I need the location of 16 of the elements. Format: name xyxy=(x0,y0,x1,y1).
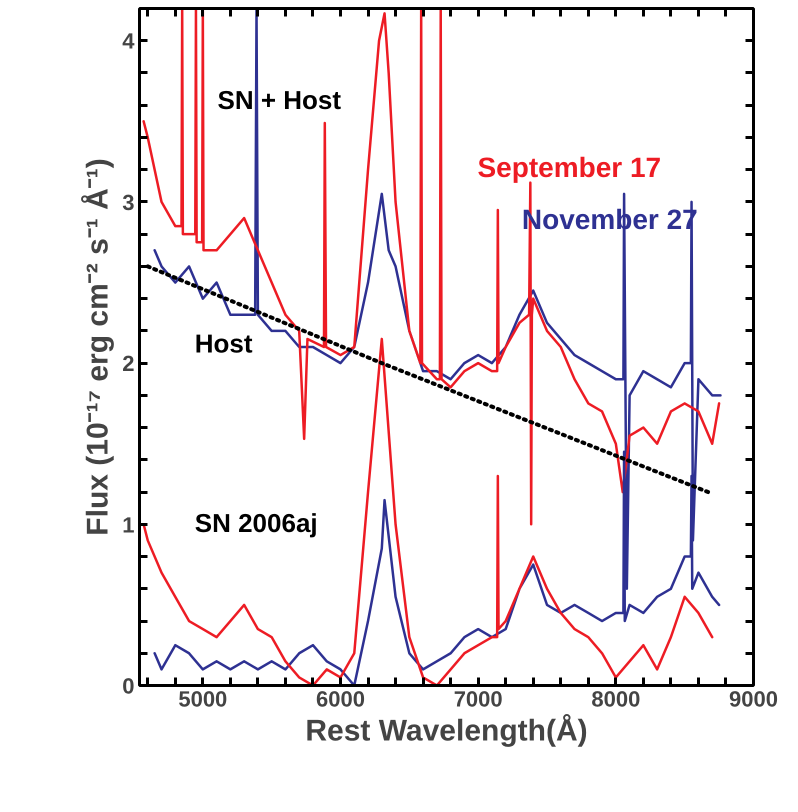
annotation: Host xyxy=(194,328,253,359)
series-label: September 17 xyxy=(477,152,662,184)
y-axis-title: Flux (10⁻¹⁷ erg cm⁻² s⁻¹ Å⁻¹) xyxy=(80,158,114,536)
y-tick-label: 3 xyxy=(122,190,135,215)
y-tick-label: 4 xyxy=(122,28,136,54)
x-axis-title: Rest Wavelength(Å) xyxy=(305,714,588,748)
annotation: SN 2006aj xyxy=(194,508,318,538)
x-tick-label: 8000 xyxy=(591,686,640,712)
y-tick-label: 0 xyxy=(122,674,135,698)
x-tick-label: 6000 xyxy=(316,686,365,712)
x-tick-label: 7000 xyxy=(454,686,503,712)
y-tick-label: 1 xyxy=(122,512,135,538)
y-tick-label: 2 xyxy=(122,351,135,376)
annotation: SN + Host xyxy=(217,84,342,115)
x-tick-label: 5000 xyxy=(178,686,228,712)
x-tick-label: 9000 xyxy=(729,686,778,712)
